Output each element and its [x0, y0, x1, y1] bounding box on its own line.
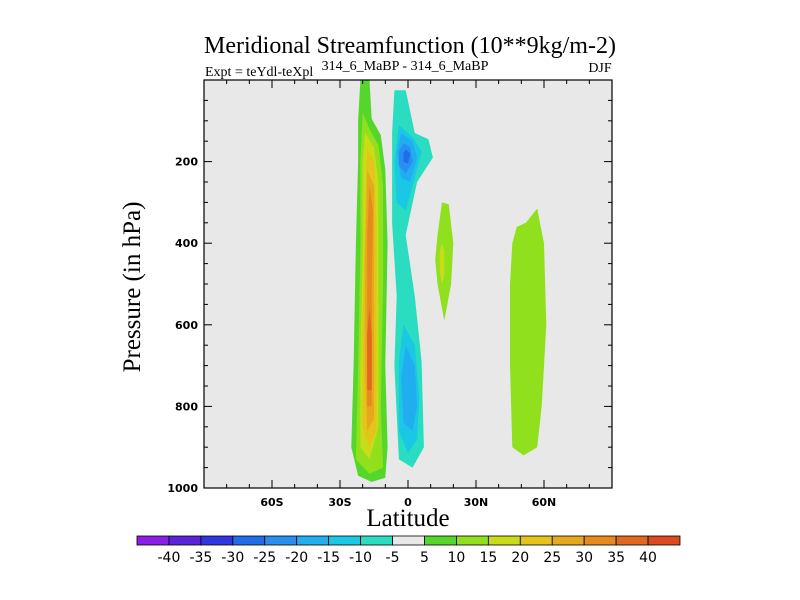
x-tick-label: 30S — [328, 496, 351, 509]
contour-fill-7 — [401, 345, 418, 431]
contour-fill-1 — [301, 204, 316, 421]
colorbar-label: 25 — [543, 550, 561, 566]
y-axis-label: Pressure (in hPa) — [119, 202, 146, 373]
colorbar-label: -20 — [285, 550, 308, 566]
colorbar-label: -30 — [221, 550, 244, 566]
y-tick-label: 400 — [175, 237, 198, 250]
colorbar-swatch — [456, 535, 489, 546]
colorbar-swatch — [296, 535, 330, 546]
x-tick-label: 0 — [404, 496, 412, 509]
colorbar: -40 -35 -30 -25 -20 -15 -10 -5 5 10 15 20 25 30 35 40 — [136, 535, 681, 566]
colorbar-label: -10 — [349, 550, 372, 566]
colorbar-label: 15 — [479, 550, 497, 566]
colorbar-swatch — [136, 535, 170, 546]
contour-fill-18 — [439, 243, 445, 284]
colorbar-swatch — [200, 535, 234, 546]
colorbar-label: 35 — [607, 550, 625, 566]
y-tick-label: 600 — [175, 319, 198, 332]
contour-fill-16 — [367, 308, 372, 391]
colorbar-swatch — [487, 535, 521, 546]
y-tick-label: 1000 — [167, 482, 198, 495]
plot-area — [203, 79, 613, 489]
colorbar-swatch — [232, 535, 266, 546]
colorbar-label: 10 — [447, 550, 465, 566]
experiment-subtitle: Expt = teYdl-teXpl — [205, 65, 313, 80]
colorbar-label: 5 — [420, 550, 429, 566]
colorbar-label: -25 — [253, 550, 276, 566]
colorbar-label: 30 — [575, 550, 593, 566]
x-tick-label: 30N — [464, 496, 489, 509]
colorbar-label: -15 — [317, 550, 340, 566]
colorbar-swatch — [168, 535, 202, 546]
x-axis-label: Latitude — [366, 505, 449, 532]
colorbar-swatch — [264, 535, 298, 546]
run-comparison-subtitle: 314_6_MaBP - 314_6_MaBP — [322, 59, 489, 74]
colorbar-swatch — [583, 535, 617, 546]
season-label: DJF — [588, 61, 612, 76]
x-tick-label: 60N — [532, 496, 557, 509]
chart-title: Meridional Streamfunction (10**9kg/m-2) — [204, 33, 616, 59]
colorbar-label: 40 — [639, 550, 657, 566]
colorbar-swatch — [647, 535, 681, 546]
colorbar-swatch — [328, 535, 361, 546]
colorbar-swatch — [424, 535, 457, 546]
colorbar-swatch — [392, 535, 425, 546]
contour-fill-9 — [403, 149, 411, 164]
colorbar-label: 20 — [511, 550, 529, 566]
x-axis: 60S 30S 0 30N 60N — [203, 80, 613, 509]
y-tick-label: 800 — [175, 400, 198, 413]
colorbar-label: -40 — [158, 550, 181, 566]
colorbar-label: -5 — [386, 550, 400, 566]
y-axis: 200 400 600 800 1000 — [167, 79, 612, 495]
colorbar-swatch — [551, 535, 585, 546]
colorbar-swatch — [519, 535, 553, 546]
colorbar-swatch — [360, 535, 393, 546]
colorbar-swatch — [615, 535, 649, 546]
x-tick-label: 60S — [260, 496, 283, 509]
colorbar-label: -35 — [189, 550, 212, 566]
y-tick-label: 200 — [175, 156, 198, 169]
contour-fill-19 — [510, 208, 547, 456]
